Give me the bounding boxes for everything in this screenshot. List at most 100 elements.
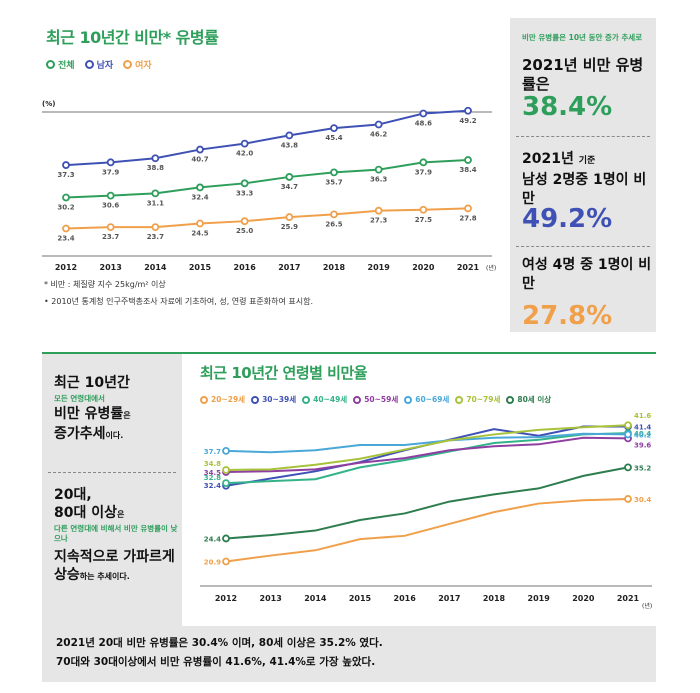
legend-label: 20~29세	[211, 395, 246, 404]
female-value: 27.8%	[522, 301, 613, 331]
data-point	[374, 120, 383, 129]
start-point	[222, 479, 230, 488]
data-point	[464, 156, 472, 164]
bl-trend-text: 비만 유병률은 증가추세이다.	[54, 405, 182, 445]
bottom-legend-item: 60~69세	[404, 394, 449, 405]
bottom-summary-panel: 최근 10년간 모든 연령대에서 비만 유병률은 증가추세이다. 20대, 80…	[42, 354, 182, 626]
bottom-legend-item: 80세 이상	[506, 394, 551, 405]
data-label: 37.3	[57, 171, 74, 179]
data-point	[240, 139, 249, 148]
bl-trend-c: 증가추세	[54, 426, 106, 442]
series-line	[65, 207, 469, 230]
legend-marker-icon	[84, 60, 94, 69]
x-tick-label: 2013	[100, 263, 122, 272]
legend-marker-icon	[302, 395, 311, 404]
x-tick-label: 2014	[304, 594, 327, 603]
legend-label: 80세 이상	[517, 395, 552, 404]
bl-age-b: 80대 이상	[54, 505, 117, 521]
x-tick-label: 2020	[572, 594, 595, 603]
data-point	[330, 168, 338, 177]
data-label: 45.4	[325, 134, 342, 142]
data-label: 36.3	[370, 176, 387, 184]
data-point	[196, 183, 204, 192]
data-label: 25.0	[236, 227, 253, 235]
bottom-chart-title: 최근 10년간 연령별 비만율	[200, 364, 368, 382]
start-label: 37.7	[204, 448, 221, 456]
data-point	[285, 173, 294, 181]
start-point	[222, 557, 230, 566]
end-point	[624, 421, 632, 430]
top-summary-panel: 비만 유병률은 10년 동안 증가 추세로 2021년 비만 유병률은 38.4…	[510, 18, 656, 332]
bl-subheading: 모든 연령대에서	[54, 394, 105, 403]
data-point	[106, 158, 115, 167]
data-label: 23.4	[57, 234, 74, 242]
panel-divider	[48, 472, 176, 473]
bl-age-c: 은	[117, 510, 125, 519]
overall-value: 38.4%	[522, 92, 613, 122]
data-label: 43.8	[281, 141, 298, 149]
x-tick-label: 2018	[323, 263, 346, 272]
top-legend-item: 여자	[123, 58, 152, 71]
data-label: 30.6	[102, 202, 119, 210]
bottom-summary-box: 2021년 20대 비만 유병률은 30.4% 이며, 80세 이상은 35.2…	[42, 626, 656, 682]
legend-label: 여자	[135, 61, 152, 71]
series-line	[65, 109, 469, 167]
bottom-legend-item: 20~29세	[200, 394, 245, 405]
male-caption: 2021년 기준 남성 2명중 1명이 비만	[522, 150, 652, 209]
x-tick-label: 2021	[617, 594, 640, 603]
start-label: 34.8	[204, 460, 221, 468]
bl-rise-c: 하는 추세이다.	[79, 572, 130, 581]
x-tick-label: 2020	[412, 263, 435, 272]
data-point	[464, 204, 472, 213]
end-label: 40.4	[634, 430, 651, 438]
bl-age-note: 다른 연령대에 비해서 비만 유병률이 낮으나	[54, 524, 178, 543]
bottom-legend-item: 70~79세	[455, 394, 500, 405]
male-caption-year: 2021년	[522, 151, 574, 167]
bottom-line-chart: 2012 2013 2014 2015 2016 2017 2018 2019 2020 2021…	[200, 412, 652, 610]
data-label: 24.5	[191, 229, 208, 237]
x-tick-label: 2017	[278, 263, 300, 272]
start-label: 34.5	[204, 469, 221, 477]
start-point	[222, 534, 230, 543]
bl-rise-b: 상승	[54, 567, 80, 583]
legend-marker-icon	[200, 395, 208, 404]
data-label: 27.8	[459, 214, 476, 222]
data-point	[464, 106, 472, 115]
end-label: 39.6	[634, 441, 651, 449]
series-line	[225, 497, 629, 563]
panel-divider	[516, 246, 650, 247]
data-point	[374, 206, 383, 215]
x-tick-label: 2019	[368, 263, 391, 272]
x-tick-label: 2015	[189, 263, 212, 272]
data-point	[106, 191, 115, 200]
overall-caption: 2021년 비만 유병률은	[522, 56, 644, 93]
data-point	[106, 223, 115, 232]
bl-age-a: 20대,	[54, 487, 92, 503]
data-label: 38.8	[147, 164, 164, 172]
bl-trend-b: 은	[123, 411, 131, 420]
bottom-legend-item: 50~59세	[353, 394, 398, 405]
data-label: 48.6	[415, 120, 432, 128]
legend-marker-icon	[404, 395, 413, 404]
end-label: 40.2	[634, 431, 651, 439]
data-label: 37.9	[102, 168, 119, 176]
legend-marker-icon	[353, 395, 362, 404]
x-tick-label: 2021	[457, 263, 480, 272]
top-chart-title: 최근 10년간 비만* 유병률	[46, 28, 219, 47]
data-label: 26.5	[325, 220, 342, 228]
male-caption-basis: 기준	[578, 156, 596, 166]
x-tick-label: 2016	[394, 594, 417, 603]
data-point	[285, 131, 294, 140]
trend-caption: 비만 유병률은 10년 동안 증가 추세로	[522, 33, 643, 42]
data-label: 37.9	[415, 168, 432, 176]
data-point	[285, 213, 294, 221]
data-label: 46.2	[370, 130, 387, 138]
x-tick-label: 2017	[438, 594, 460, 603]
section-divider	[42, 352, 656, 354]
data-label: 42.0	[236, 150, 253, 158]
legend-marker-icon	[46, 60, 55, 69]
data-label: 34.7	[281, 183, 298, 191]
x-tick-label: 2019	[528, 594, 551, 603]
top-legend-item: 남자	[84, 58, 113, 71]
legend-label: 30~39세	[262, 395, 297, 404]
